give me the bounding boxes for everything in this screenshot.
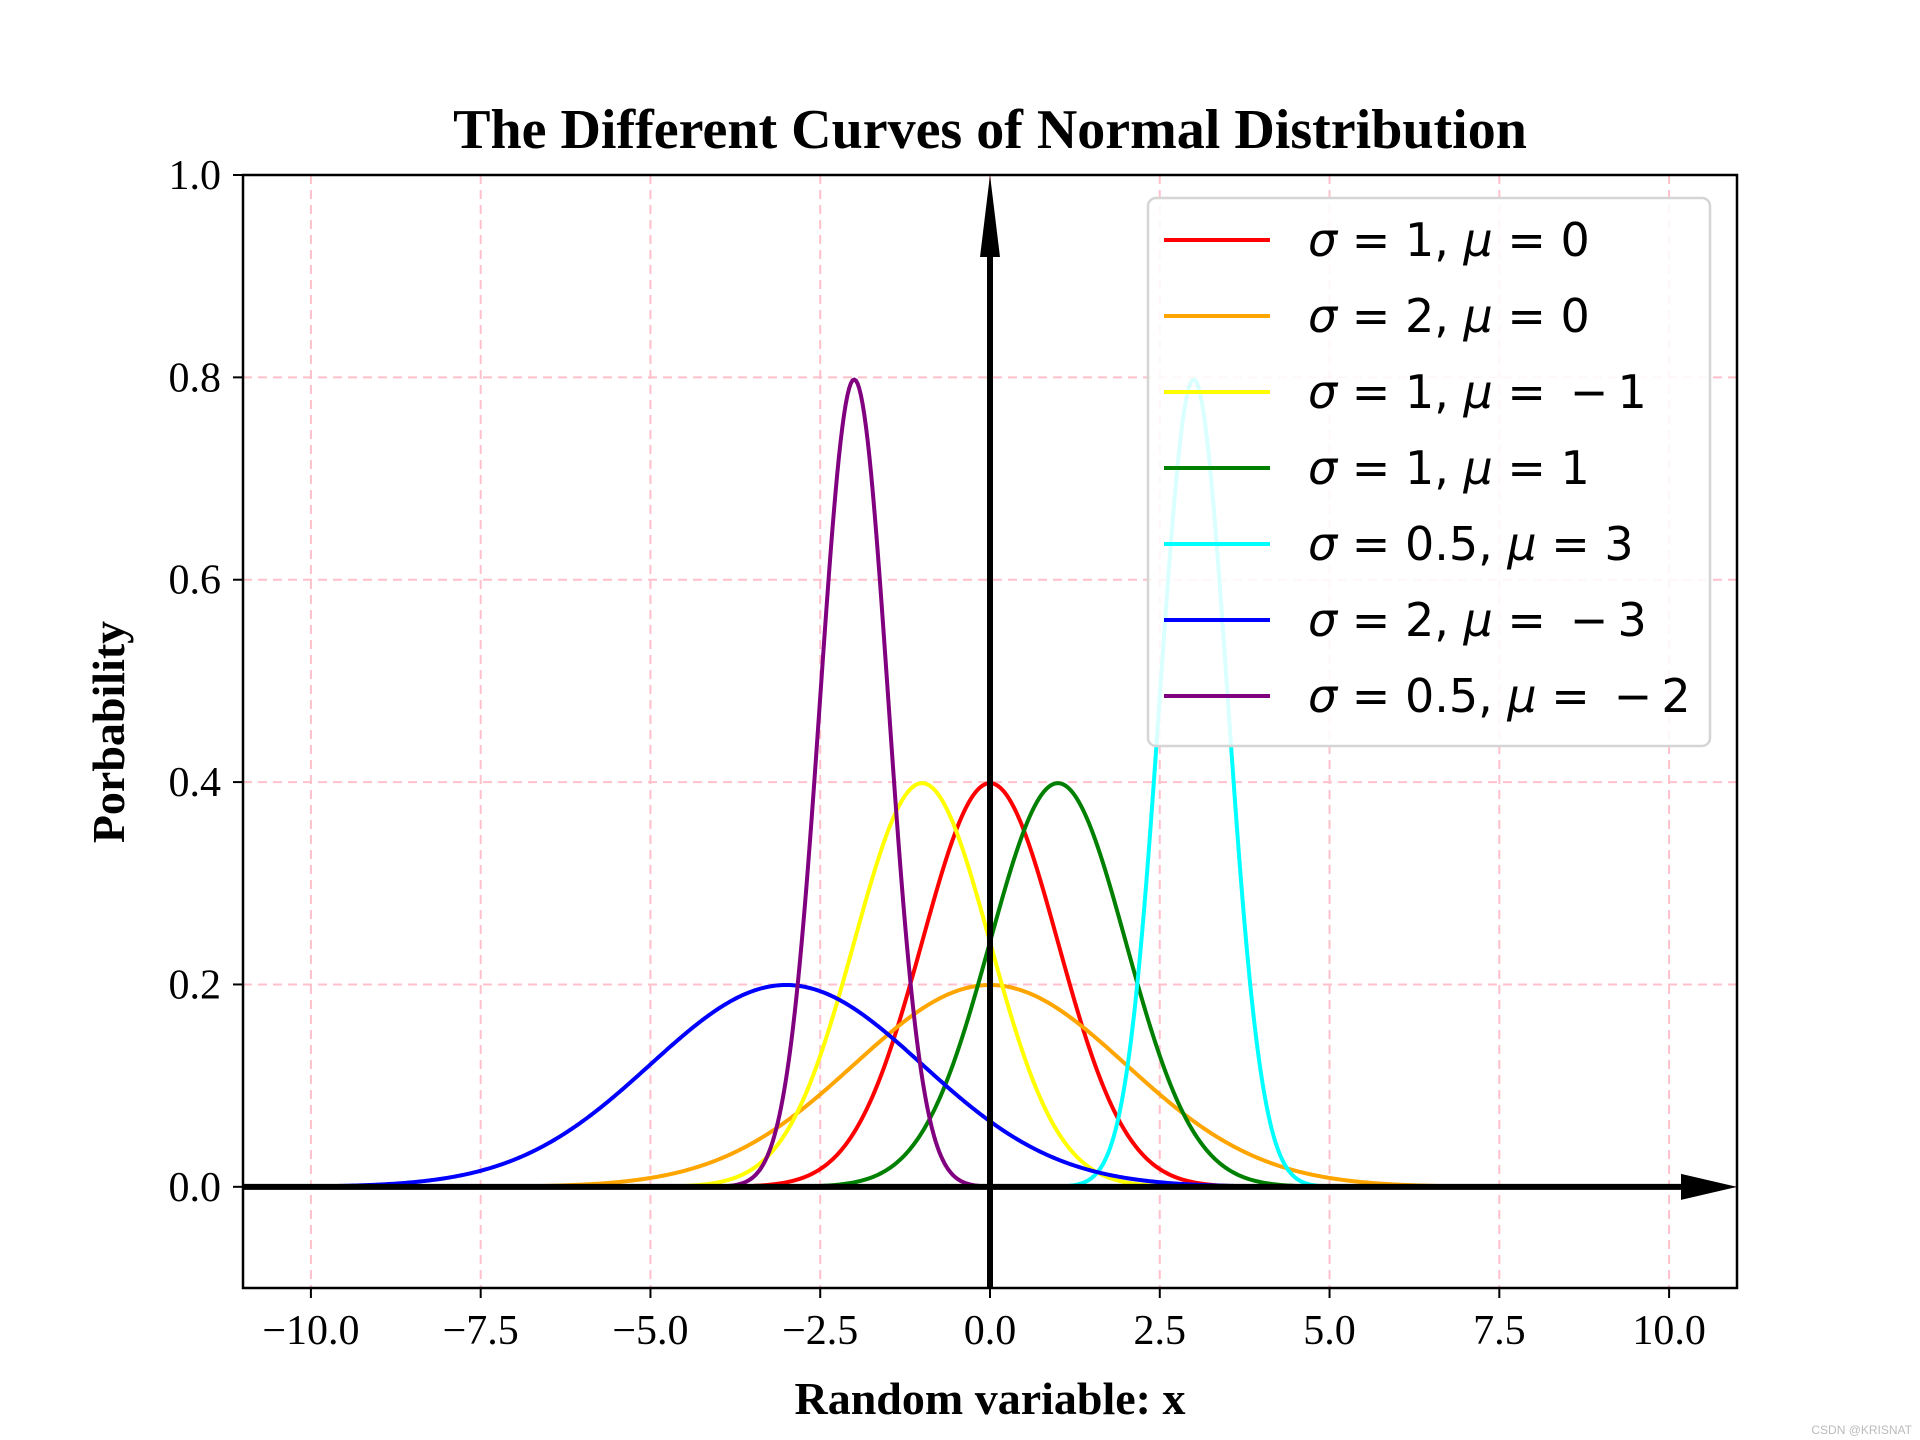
y-tick-label: 1.0 [169,153,222,199]
legend-entry-5: σ = 2, μ = − 3 [1308,593,1647,647]
x-tick-label: −2.5 [782,1308,858,1354]
legend-entry-4: σ = 0.5, μ = 3 [1308,517,1634,571]
legend-entry-1: σ = 2, μ = 0 [1308,289,1590,343]
legend-entry-6: σ = 0.5, μ = − 2 [1308,669,1691,723]
x-tick-label: −5.0 [612,1308,688,1354]
legend-entry-3: σ = 1, μ = 1 [1308,441,1590,495]
y-tick-label: 0.0 [169,1165,222,1211]
watermark: CSDN @KRISNAT [1811,1423,1912,1437]
x-axis-arrowhead [1681,1173,1737,1200]
y-tick-label: 0.4 [169,760,222,806]
y-axis-arrowhead [980,175,1000,257]
x-tick-label: −10.0 [262,1308,359,1354]
y-tick-label: 0.2 [169,962,222,1008]
x-tick-label: 5.0 [1303,1308,1356,1354]
x-axis-label: Random variable: x [795,1373,1186,1424]
legend-entry-2: σ = 1, μ = − 1 [1308,365,1647,419]
x-tick-label: −7.5 [443,1308,519,1354]
legend: σ = 1, μ = 0 σ = 2, μ = 0 σ = 1, μ = − 1 σ … [1146,196,1712,748]
x-axis-ticks: −10.0 −7.5 −5.0 −2.5 0.0 2.5 5.0 7.5 10.0 [262,1288,1706,1354]
legend-entry-0: σ = 1, μ = 0 [1308,213,1590,267]
x-tick-label: 10.0 [1632,1308,1706,1354]
y-axis-ticks: 0.0 0.2 0.4 0.6 0.8 1.0 [169,153,243,1211]
y-tick-label: 0.6 [169,558,222,604]
x-tick-label: 7.5 [1473,1308,1526,1354]
y-axis-label: Porbability [83,621,134,843]
axis-arrows [243,175,1737,1288]
x-tick-label: 0.0 [964,1308,1017,1354]
chart-title: The Different Curves of Normal Distribut… [453,99,1527,161]
y-tick-label: 0.8 [169,355,222,401]
legend-box [1146,196,1712,748]
x-tick-label: 2.5 [1134,1308,1187,1354]
